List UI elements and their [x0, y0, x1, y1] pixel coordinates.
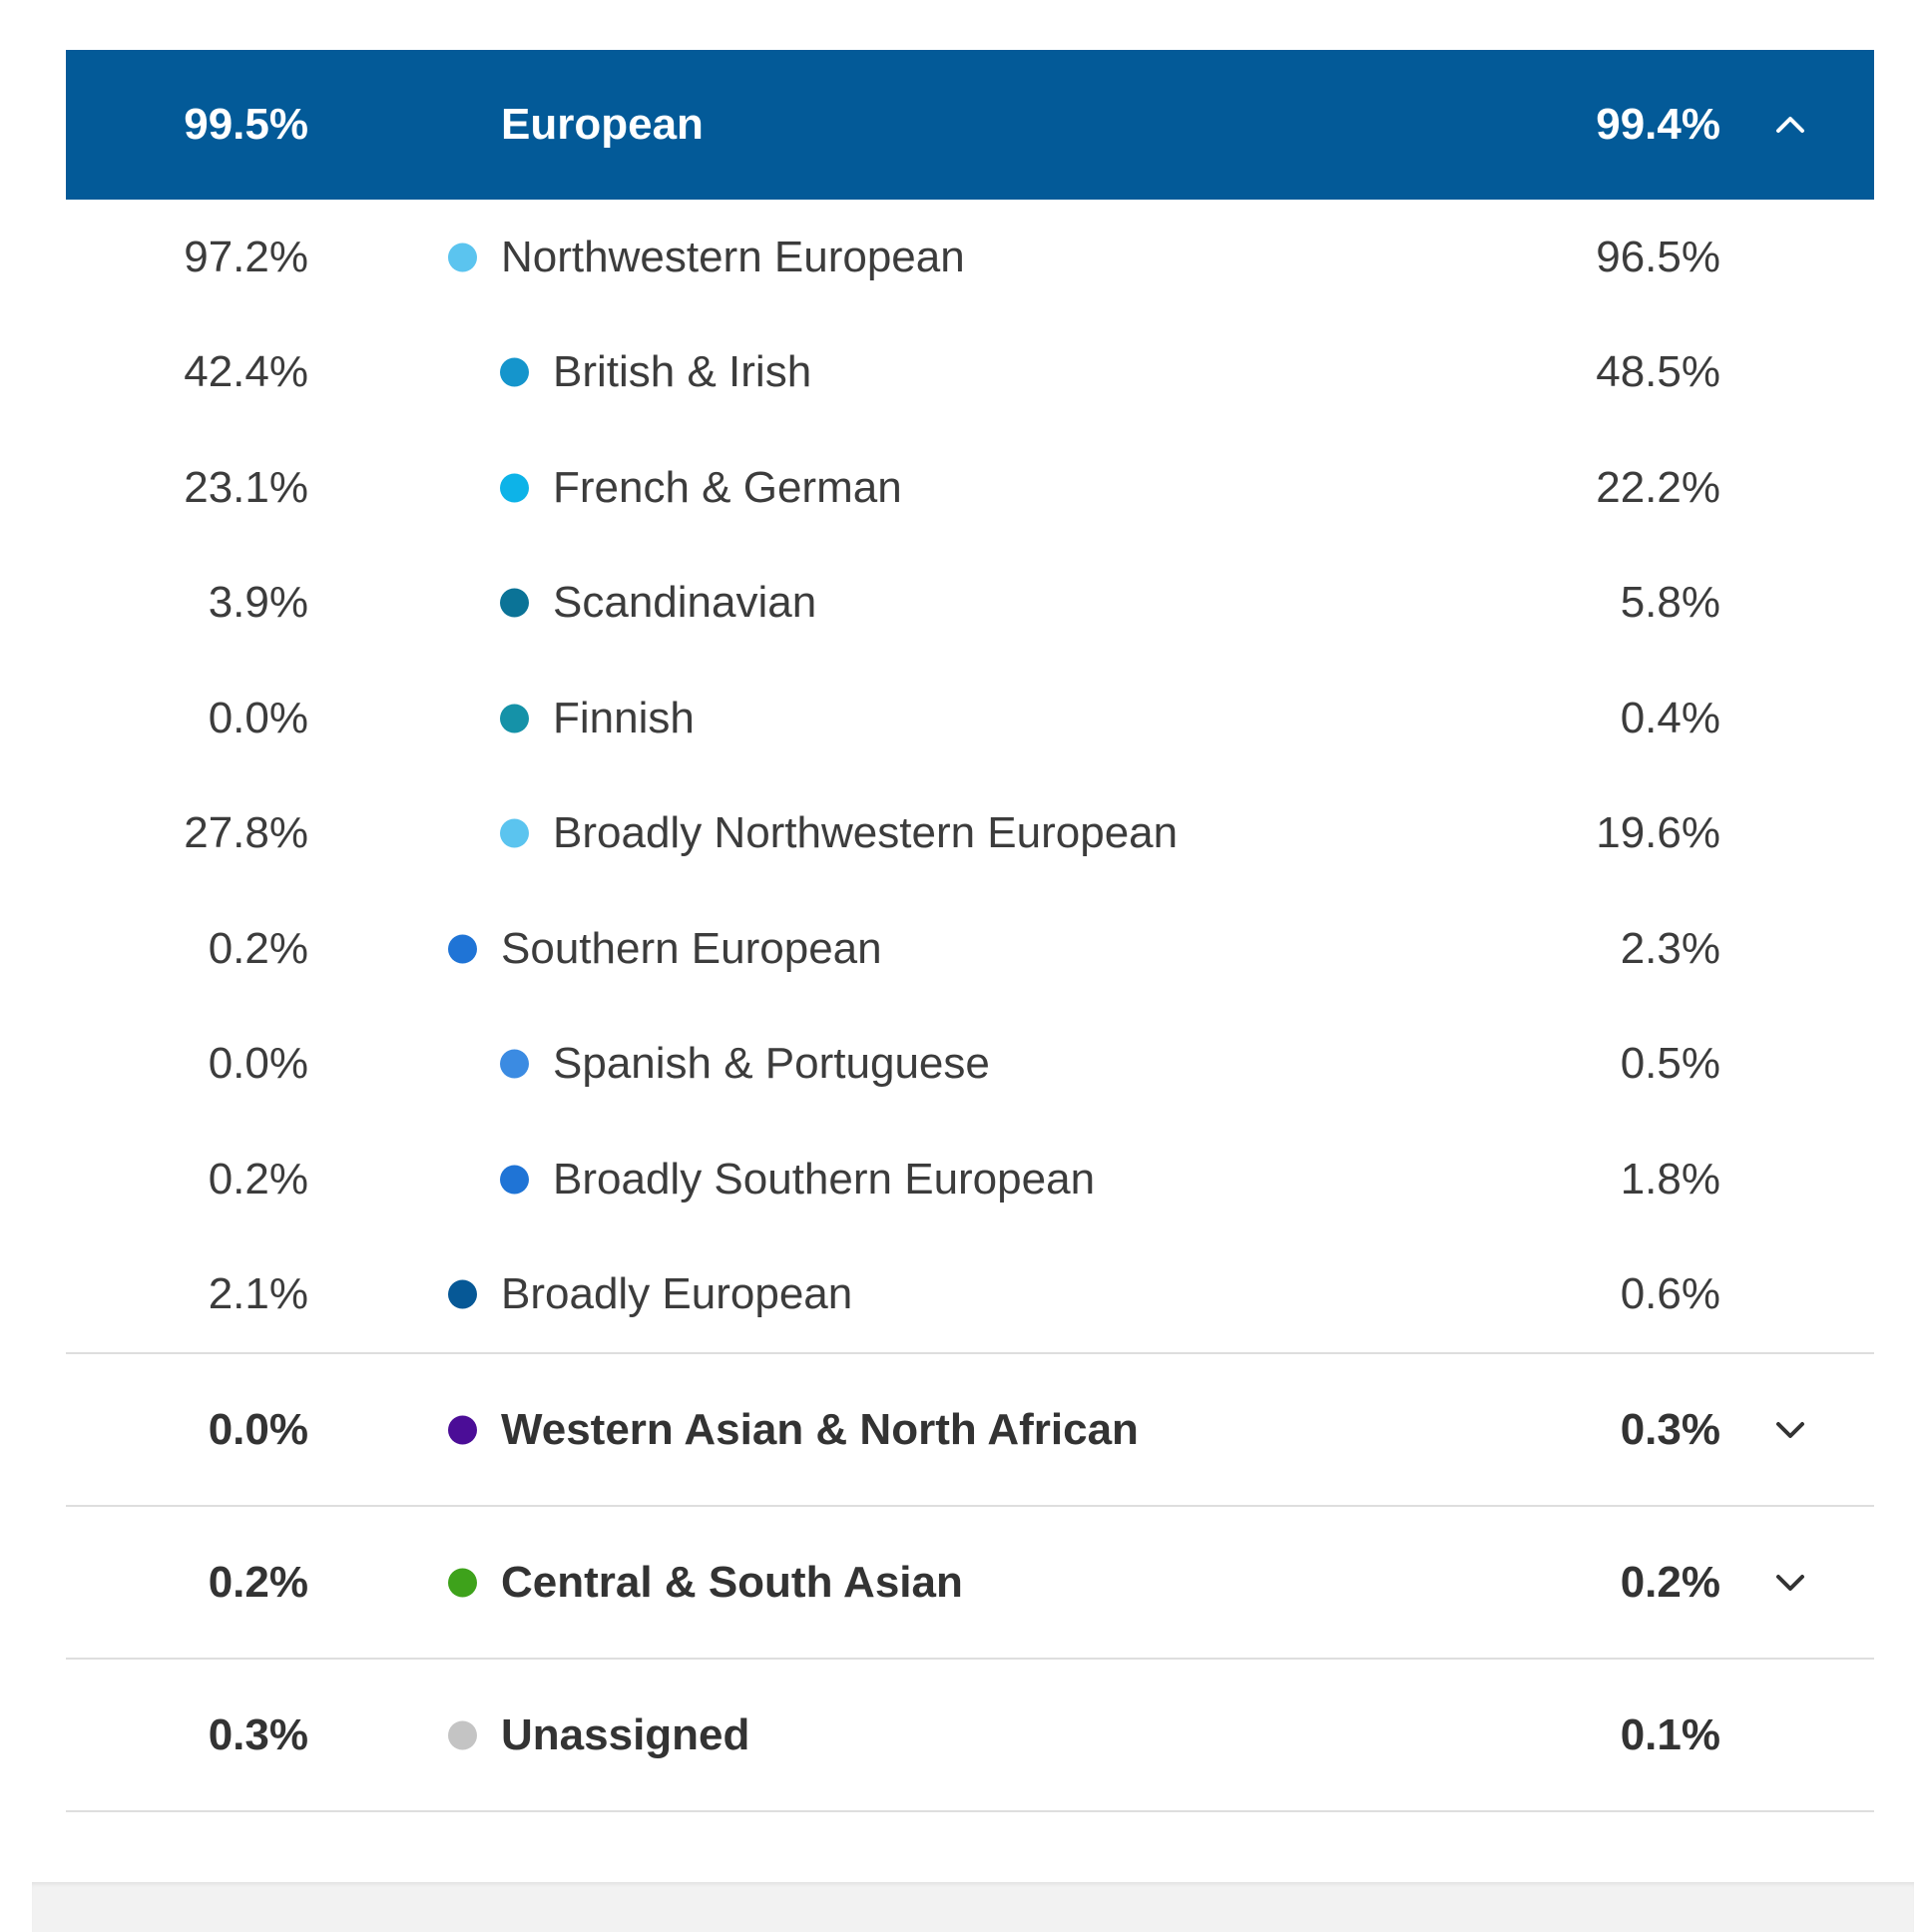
subregion-left-percent: 0.2% [208, 923, 308, 973]
footer-bar [32, 1882, 1914, 1932]
european-left-percent: 99.5% [184, 100, 308, 149]
subregion-right-percent: 48.5% [1596, 347, 1720, 397]
subregion-right-percent: 2.3% [1620, 923, 1720, 973]
european-subregion-row: 0.2% Broadly Southern European 1.8% [66, 1122, 1874, 1237]
subregion-right-percent: 22.2% [1596, 462, 1720, 512]
group-left-percent: 0.0% [208, 1404, 308, 1454]
subregion-label: Scandinavian [553, 578, 817, 628]
color-dot [448, 1279, 477, 1309]
ancestry-composition-table: 99.5% European 99.4% 97.2% Northwestern E… [66, 50, 1874, 1812]
subregion-left-percent: 3.9% [208, 578, 308, 628]
subregion-label: Broadly Northwestern European [553, 808, 1179, 858]
subregion-left-percent: 2.1% [208, 1269, 308, 1319]
european-subregion-row: 3.9% Scandinavian 5.8% [66, 546, 1874, 662]
group-left-percent: 0.3% [208, 1709, 308, 1759]
color-dot [448, 242, 477, 272]
subregion-right-percent: 19.6% [1596, 808, 1720, 858]
color-dot [500, 473, 529, 503]
color-dot [448, 934, 477, 964]
european-subregion-row: 42.4% British & Irish 48.5% [66, 315, 1874, 431]
subregion-left-percent: 42.4% [184, 347, 308, 397]
subregion-label: Spanish & Portuguese [553, 1039, 990, 1089]
subregion-label: British & Irish [553, 347, 812, 397]
european-subregion-row: 27.8% Broadly Northwestern European 19.6% [66, 776, 1874, 892]
subregion-label: Broadly European [501, 1269, 853, 1319]
subregion-left-percent: 0.0% [208, 693, 308, 742]
european-header-row[interactable]: 99.5% European 99.4% [66, 50, 1874, 200]
group-right-percent: 0.2% [1620, 1557, 1720, 1607]
row-divider [66, 1658, 1874, 1660]
subregion-right-percent: 5.8% [1620, 578, 1720, 628]
subregion-label: Broadly Southern European [553, 1154, 1096, 1204]
subregion-right-percent: 0.6% [1620, 1269, 1720, 1319]
group-left-percent: 0.2% [208, 1557, 308, 1607]
european-label: European [501, 100, 704, 149]
subregion-left-percent: 0.2% [208, 1154, 308, 1204]
subregion-label: French & German [553, 462, 902, 512]
chevron-down-icon[interactable] [1768, 1408, 1812, 1452]
group-right-percent: 0.1% [1620, 1709, 1720, 1759]
subregion-right-percent: 0.4% [1620, 693, 1720, 742]
row-divider [66, 1352, 1874, 1354]
subregion-left-percent: 0.0% [208, 1039, 308, 1089]
subregion-left-percent: 27.8% [184, 808, 308, 858]
subregion-left-percent: 97.2% [184, 232, 308, 281]
european-subregion-row: 23.1% French & German 22.2% [66, 430, 1874, 546]
subregion-label: Southern European [501, 923, 882, 973]
region-group-row[interactable]: 0.2% Central & South Asian 0.2% [66, 1507, 1874, 1658]
row-divider [66, 1810, 1874, 1812]
region-group-row: 0.3% Unassigned 0.1% [66, 1660, 1874, 1810]
color-dot [500, 704, 529, 733]
european-subregion-row: 0.0% Finnish 0.4% [66, 661, 1874, 776]
group-label: Western Asian & North African [501, 1404, 1139, 1454]
group-label: Central & South Asian [501, 1557, 963, 1607]
region-group-row[interactable]: 0.0% Western Asian & North African 0.3% [66, 1354, 1874, 1505]
subregion-right-percent: 0.5% [1620, 1039, 1720, 1089]
european-subregion-row: 2.1% Broadly European 0.6% [66, 1237, 1874, 1353]
color-dot [448, 1415, 477, 1444]
group-label: Unassigned [501, 1709, 750, 1759]
subregion-left-percent: 23.1% [184, 462, 308, 512]
color-dot [500, 357, 529, 387]
row-divider [66, 1505, 1874, 1507]
european-subregion-row: 0.0% Spanish & Portuguese 0.5% [66, 1007, 1874, 1123]
subregion-label: Northwestern European [501, 232, 965, 281]
chevron-down-icon[interactable] [1768, 1561, 1812, 1605]
group-right-percent: 0.3% [1620, 1404, 1720, 1454]
european-subregion-row: 97.2% Northwestern European 96.5% [66, 200, 1874, 315]
color-dot [500, 1165, 529, 1195]
chevron-up-icon[interactable] [1768, 103, 1812, 147]
color-dot [448, 1720, 477, 1749]
color-dot [500, 1049, 529, 1079]
color-dot [448, 1568, 477, 1597]
subregion-label: Finnish [553, 693, 695, 742]
color-dot [500, 818, 529, 848]
european-right-percent: 99.4% [1596, 100, 1720, 149]
color-dot [500, 588, 529, 618]
subregion-right-percent: 1.8% [1620, 1154, 1720, 1204]
european-subregion-row: 0.2% Southern European 2.3% [66, 891, 1874, 1007]
subregion-right-percent: 96.5% [1596, 232, 1720, 281]
